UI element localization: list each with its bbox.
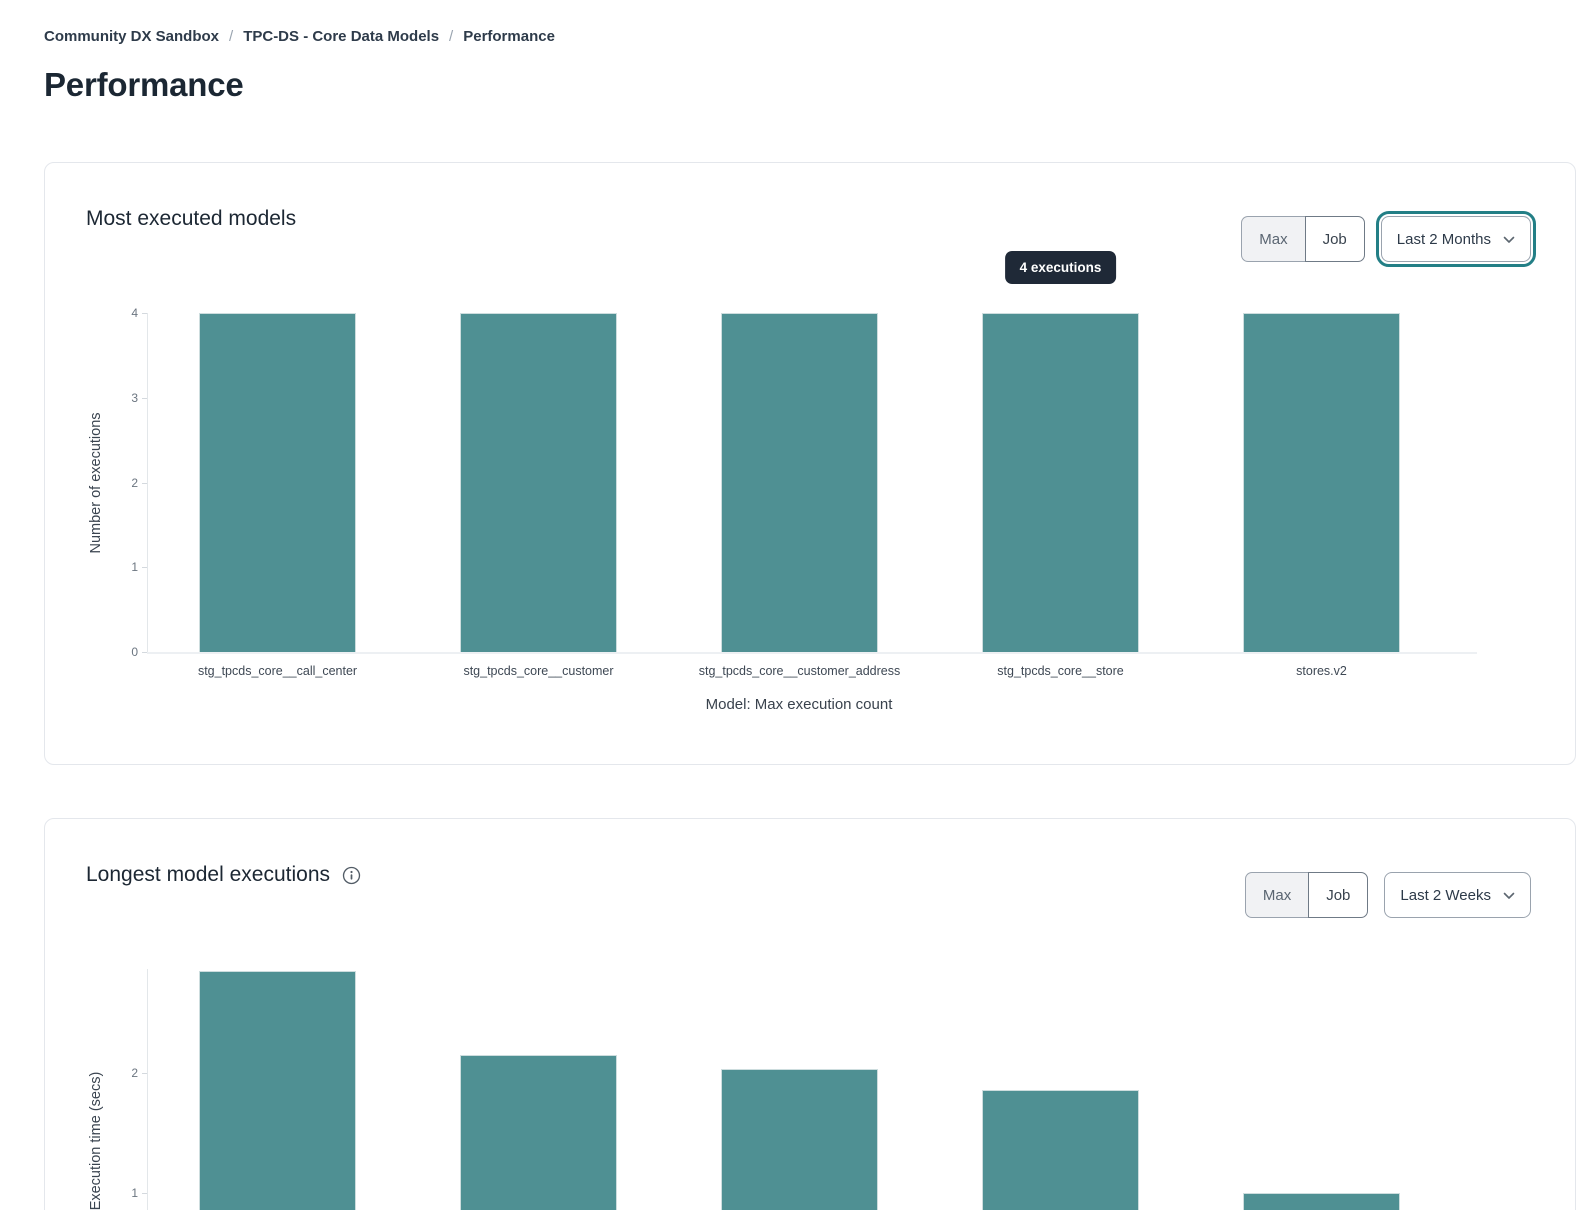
bar[interactable] bbox=[982, 1089, 1139, 1210]
y-tick-label: 0 bbox=[131, 645, 138, 659]
breadcrumb-item-account[interactable]: Community DX Sandbox bbox=[44, 28, 220, 45]
x-category-label: stg_tpcds_core__customer bbox=[463, 664, 614, 678]
bar[interactable] bbox=[721, 313, 878, 652]
y-tick-mark bbox=[142, 313, 147, 314]
y-tick-mark bbox=[142, 1073, 147, 1074]
bar[interactable] bbox=[1243, 1193, 1400, 1210]
y-tick-mark bbox=[142, 652, 147, 653]
chart-controls: Max Job Last 2 Months bbox=[1241, 211, 1537, 267]
most-executed-models-card: Most executed models Max Job Last 2 Mont… bbox=[44, 162, 1576, 765]
chart-controls: Max Job Last 2 Weeks bbox=[1244, 872, 1531, 918]
y-axis-label: Execution time (secs) bbox=[88, 1071, 104, 1210]
x-category-label: stg_tpcds_core__store bbox=[997, 664, 1124, 678]
chevron-down-icon bbox=[1503, 892, 1515, 900]
bar[interactable] bbox=[199, 971, 356, 1210]
toggle-max-button[interactable]: Max bbox=[1241, 216, 1305, 262]
bar[interactable] bbox=[460, 313, 617, 652]
y-tick-label: 1 bbox=[131, 1186, 138, 1200]
bar[interactable] bbox=[199, 313, 356, 652]
x-category-label: stg_tpcds_core__customer_address bbox=[698, 664, 901, 678]
y-tick-mark bbox=[142, 1193, 147, 1194]
longest-model-executions-chart: Execution time (secs) 1 2 bbox=[45, 819, 1575, 1210]
breadcrumb-item-current: Performance bbox=[463, 28, 555, 45]
chevron-down-icon bbox=[1503, 236, 1515, 244]
time-range-value: Last 2 Weeks bbox=[1400, 886, 1491, 904]
y-tick-mark bbox=[142, 482, 147, 484]
y-tick-label: 2 bbox=[131, 475, 138, 490]
breadcrumb-separator: / bbox=[229, 28, 234, 45]
x-axis-baseline bbox=[147, 652, 1477, 654]
bar[interactable] bbox=[721, 1069, 878, 1210]
time-range-dropdown[interactable]: Last 2 Months bbox=[1375, 211, 1537, 267]
page-title: Performance bbox=[44, 66, 244, 103]
chart-title-longest-executions: Longest model executions bbox=[86, 863, 361, 887]
chart-title-text: Longest model executions bbox=[86, 863, 330, 886]
most-executed-models-chart: Number of executions Model: Max executio… bbox=[45, 163, 1575, 764]
y-tick-label: 1 bbox=[131, 560, 138, 575]
chart-tooltip: 4 executions bbox=[1004, 251, 1117, 284]
time-range-dropdown[interactable]: Last 2 Weeks bbox=[1384, 872, 1531, 918]
chart-title-text: Most executed models bbox=[86, 207, 297, 230]
info-icon[interactable] bbox=[342, 866, 361, 885]
bar[interactable] bbox=[1243, 313, 1400, 652]
toggle-job-button[interactable]: Job bbox=[1304, 216, 1365, 262]
x-axis-label: Model: Max execution count bbox=[705, 696, 893, 713]
bar[interactable] bbox=[982, 313, 1139, 652]
toggle-job-button[interactable]: Job bbox=[1308, 872, 1369, 918]
breadcrumb: Community DX Sandbox / TPC-DS - Core Dat… bbox=[44, 28, 555, 45]
y-tick-mark bbox=[142, 397, 147, 399]
x-category-label: stg_tpcds_core__call_center bbox=[197, 664, 358, 678]
y-tick-label: 4 bbox=[131, 306, 138, 320]
bar[interactable] bbox=[460, 1055, 617, 1210]
y-axis-line bbox=[147, 313, 148, 652]
y-axis-line bbox=[147, 969, 148, 1210]
max-job-toggle: Max Job bbox=[1244, 872, 1369, 918]
x-category-label: stores.v2 bbox=[1296, 664, 1347, 678]
y-tick-mark bbox=[142, 567, 147, 569]
time-range-value: Last 2 Months bbox=[1396, 230, 1491, 248]
y-axis-label: Number of executions bbox=[88, 412, 104, 554]
breadcrumb-separator: / bbox=[449, 28, 454, 45]
max-job-toggle: Max Job bbox=[1241, 216, 1365, 262]
toggle-max-button[interactable]: Max bbox=[1244, 872, 1309, 918]
y-tick-label: 3 bbox=[131, 390, 138, 405]
y-tick-label: 2 bbox=[131, 1066, 138, 1080]
chart-title-most-executed: Most executed models bbox=[86, 207, 296, 231]
longest-model-executions-card: Longest model executions Max Job Last 2 … bbox=[44, 818, 1576, 1210]
breadcrumb-item-project[interactable]: TPC-DS - Core Data Models bbox=[243, 28, 440, 45]
